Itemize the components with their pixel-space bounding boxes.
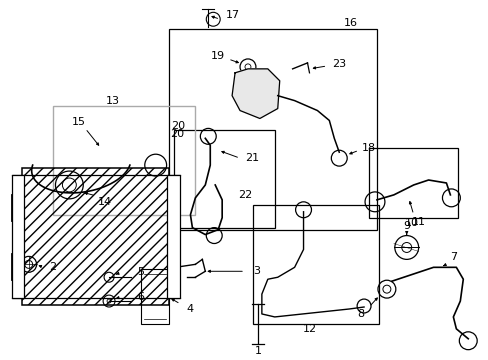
- Text: 1: 1: [254, 346, 261, 356]
- Text: 9: 9: [402, 221, 409, 231]
- Text: 17: 17: [225, 10, 240, 20]
- Text: 11: 11: [411, 217, 425, 227]
- Bar: [252, 205, 378, 324]
- Text: 4: 4: [186, 304, 194, 314]
- Polygon shape: [232, 69, 279, 118]
- Bar: [368, 148, 457, 218]
- Bar: [12, 175, 24, 298]
- Bar: [166, 175, 179, 298]
- Text: 22: 22: [237, 190, 252, 200]
- Text: 8: 8: [357, 309, 364, 319]
- Bar: [53, 105, 195, 215]
- Text: 23: 23: [331, 59, 346, 69]
- Text: 3: 3: [253, 266, 260, 276]
- Text: 21: 21: [244, 153, 259, 163]
- Bar: [21, 168, 168, 305]
- Text: 14: 14: [98, 197, 112, 207]
- Text: 20: 20: [170, 129, 184, 139]
- Bar: [141, 269, 168, 324]
- Text: 20: 20: [171, 121, 185, 131]
- Text: 7: 7: [449, 252, 456, 262]
- Text: 16: 16: [344, 18, 357, 28]
- Text: 18: 18: [361, 143, 375, 153]
- Text: 15: 15: [72, 117, 86, 127]
- Bar: [168, 29, 376, 230]
- Text: 13: 13: [106, 96, 120, 105]
- Text: 10: 10: [404, 218, 418, 228]
- Text: 2: 2: [49, 262, 56, 272]
- Text: 5: 5: [137, 267, 144, 277]
- Text: 12: 12: [302, 324, 316, 334]
- Text: 19: 19: [211, 51, 225, 61]
- Bar: [173, 130, 274, 228]
- Text: 6: 6: [137, 292, 144, 302]
